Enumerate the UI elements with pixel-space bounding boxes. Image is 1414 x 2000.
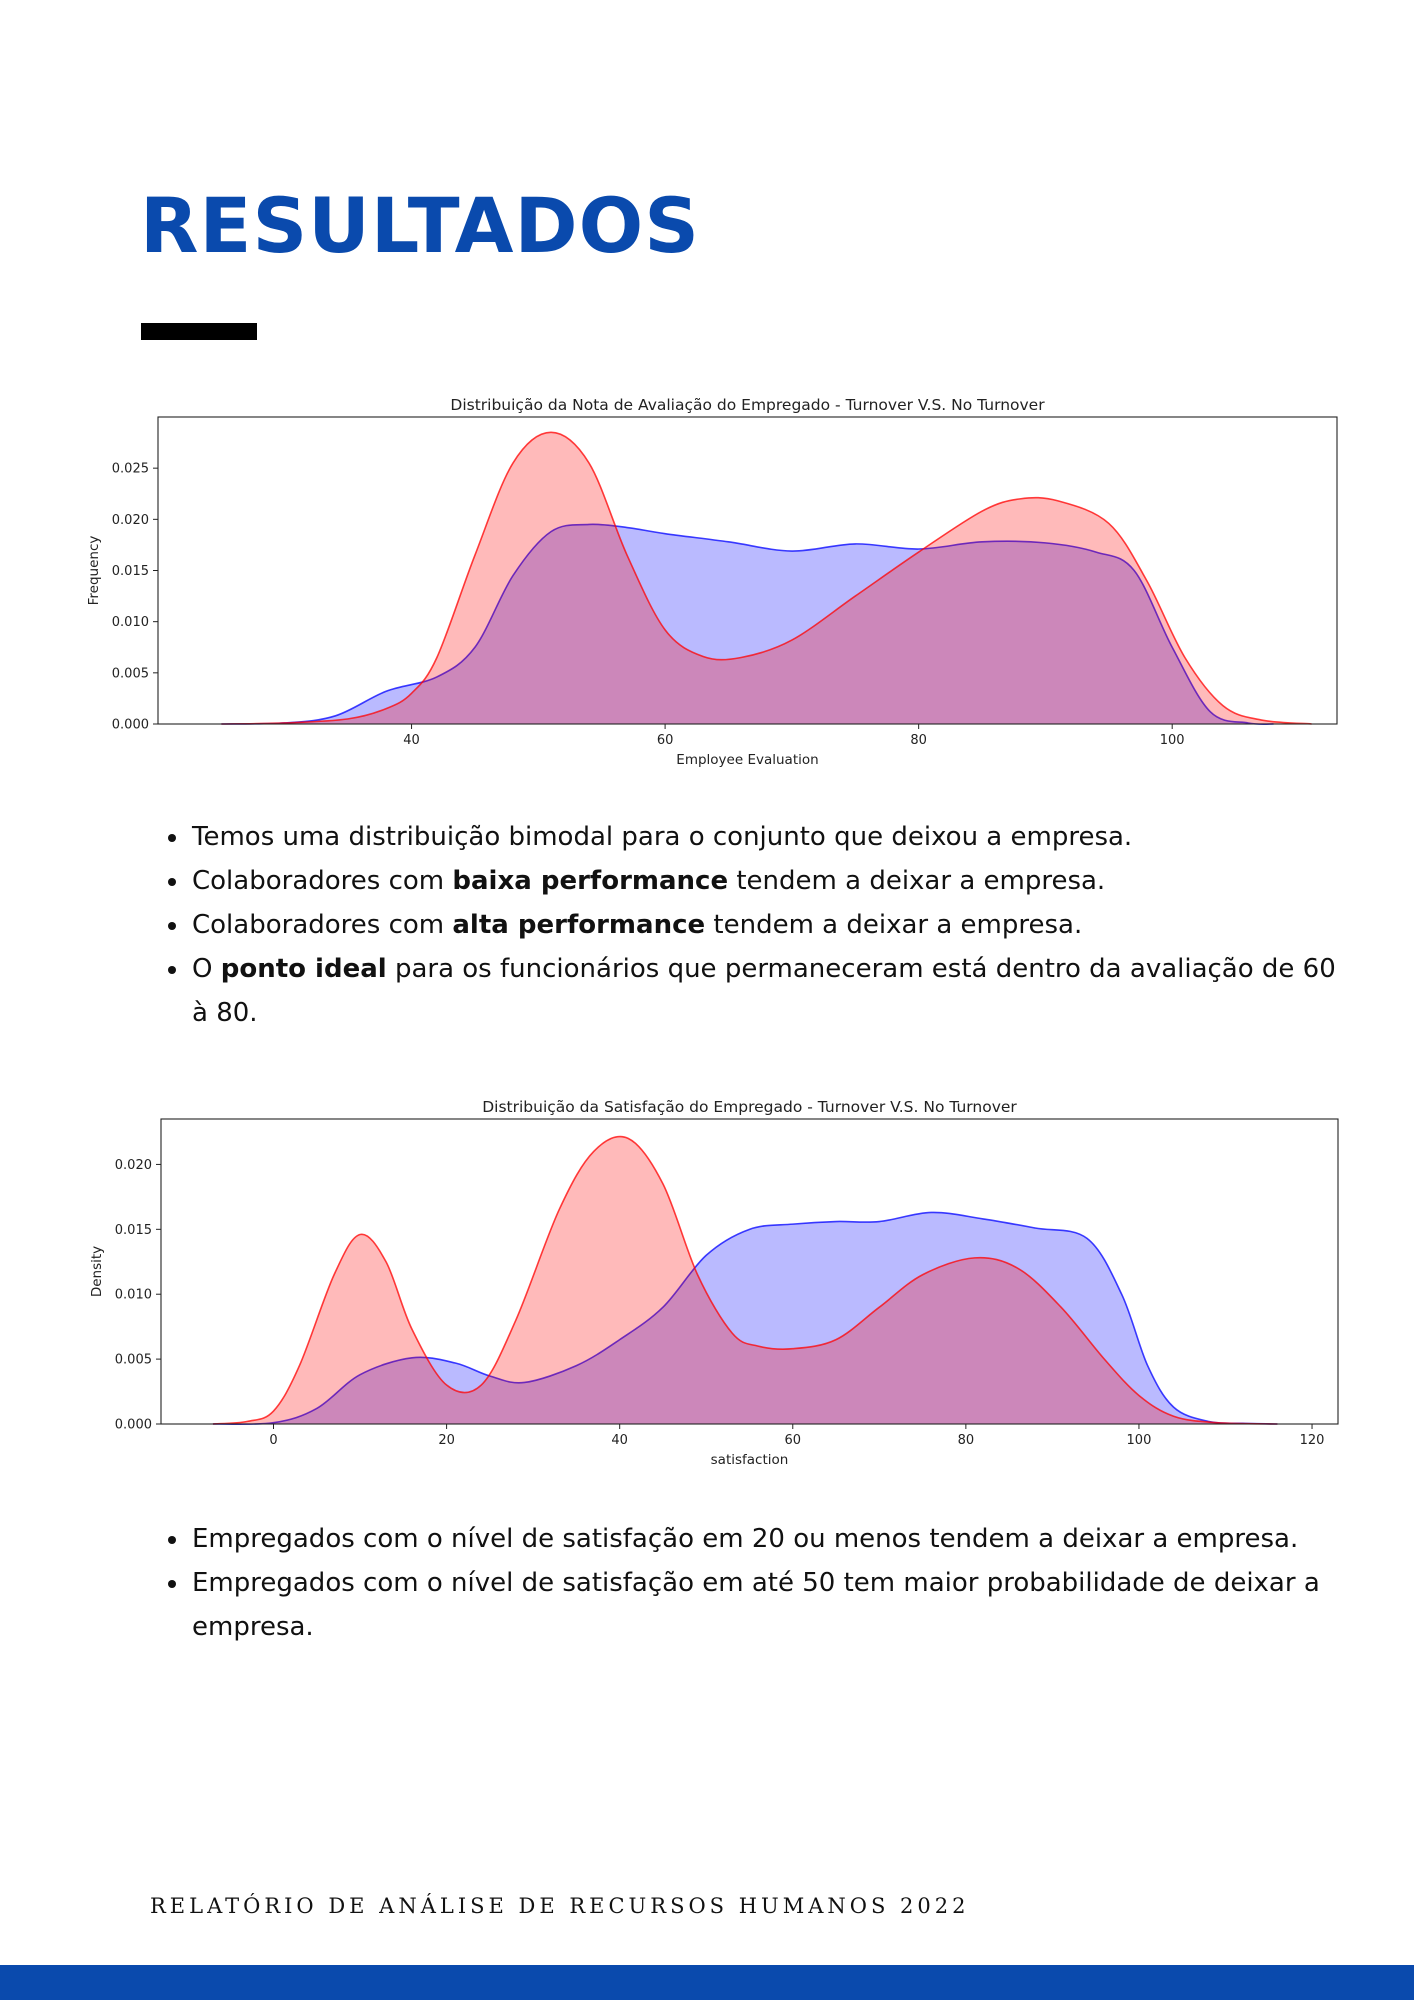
footer-bar (0, 1965, 1414, 2000)
plot-frame (160, 1118, 1339, 1425)
x-tick-label: 120 (1300, 1433, 1325, 1448)
x-tick-label: 40 (403, 733, 420, 748)
density-line-series-1 (212, 1135, 1278, 1425)
satisfaction-density-chart: Distribuição da Satisfação do Empregado … (0, 1087, 1414, 1477)
list-item: Empregados com o nível de satisfação em … (190, 1517, 1340, 1561)
chart-title: Distribuição da Satisfação do Empregado … (482, 1098, 1017, 1116)
y-tick-label: 0.015 (115, 1223, 152, 1238)
density-line-series-0 (212, 1211, 1278, 1426)
y-tick-label: 0.020 (115, 1158, 152, 1173)
evaluation-density-chart: Distribuição da Nota de Avaliação do Emp… (0, 385, 1414, 775)
x-tick-label: 80 (958, 1433, 975, 1448)
y-tick-label: 0.025 (112, 462, 149, 477)
list-item-emphasis: alta performance (452, 910, 706, 940)
y-tick-label: 0.010 (112, 615, 149, 630)
page-title: RESULTADOS (140, 181, 700, 270)
chart-title: Distribuição da Nota de Avaliação do Emp… (450, 396, 1045, 414)
evaluation-findings-list: Temos uma distribuição bimodal para o co… (160, 815, 1340, 1035)
x-axis-label: satisfaction (711, 1452, 789, 1468)
y-axis-label: Frequency (86, 536, 102, 606)
y-tick-label: 0.010 (115, 1288, 152, 1303)
list-item: Colaboradores com baixa performance tend… (190, 859, 1340, 903)
title-underline-bar (141, 323, 257, 340)
x-tick-label: 60 (784, 1433, 801, 1448)
list-item: O ponto ideal para os funcionários que p… (190, 947, 1340, 1035)
list-item-text: Temos uma distribuição bimodal para o co… (192, 822, 1133, 852)
list-item-emphasis: baixa performance (452, 866, 729, 896)
report-footer: RELATÓRIO DE ANÁLISE DE RECURSOS HUMANOS… (150, 1894, 970, 1918)
y-tick-label: 0.020 (112, 513, 149, 528)
x-tick-label: 100 (1160, 733, 1185, 748)
list-item-text: Empregados com o nível de satisfação em … (192, 1524, 1299, 1554)
density-line-series-0 (221, 523, 1274, 725)
x-tick-label: 100 (1127, 1433, 1152, 1448)
list-item-emphasis: ponto ideal (220, 954, 387, 984)
y-tick-label: 0.000 (115, 1418, 152, 1433)
x-tick-label: 60 (657, 733, 674, 748)
x-tick-label: 40 (611, 1433, 628, 1448)
y-axis-label: Density (89, 1246, 105, 1297)
list-item-text: para os funcionários que permaneceram es… (192, 954, 1336, 1028)
density-area-series-1 (212, 1136, 1278, 1424)
x-tick-label: 80 (910, 733, 927, 748)
density-line-series-1 (221, 431, 1312, 725)
x-tick-label: 0 (269, 1433, 277, 1448)
y-tick-label: 0.005 (112, 666, 149, 681)
list-item: Empregados com o nível de satisfação em … (190, 1561, 1340, 1649)
list-item: Temos uma distribuição bimodal para o co… (190, 815, 1340, 859)
x-tick-label: 20 (438, 1433, 455, 1448)
list-item-text: O (192, 954, 221, 984)
satisfaction-density-svg: Distribuição da Satisfação do Empregado … (89, 1098, 1339, 1468)
list-item-text: tendem a deixar a empresa. (728, 866, 1106, 896)
list-item-text: Colaboradores com (192, 910, 453, 940)
list-item: Colaboradores com alta performance tende… (190, 903, 1340, 947)
list-item-text: tendem a deixar a empresa. (705, 910, 1083, 940)
x-axis-label: Employee Evaluation (676, 752, 818, 768)
satisfaction-findings-list: Empregados com o nível de satisfação em … (160, 1517, 1340, 1649)
y-tick-label: 0.005 (115, 1353, 152, 1368)
y-tick-label: 0.015 (112, 564, 149, 579)
evaluation-density-svg: Distribuição da Nota de Avaliação do Emp… (86, 396, 1338, 768)
list-item-text: Colaboradores com (192, 866, 453, 896)
y-tick-label: 0.000 (112, 718, 149, 733)
density-area-series-0 (221, 524, 1274, 725)
list-item-text: Empregados com o nível de satisfação em … (192, 1568, 1320, 1642)
